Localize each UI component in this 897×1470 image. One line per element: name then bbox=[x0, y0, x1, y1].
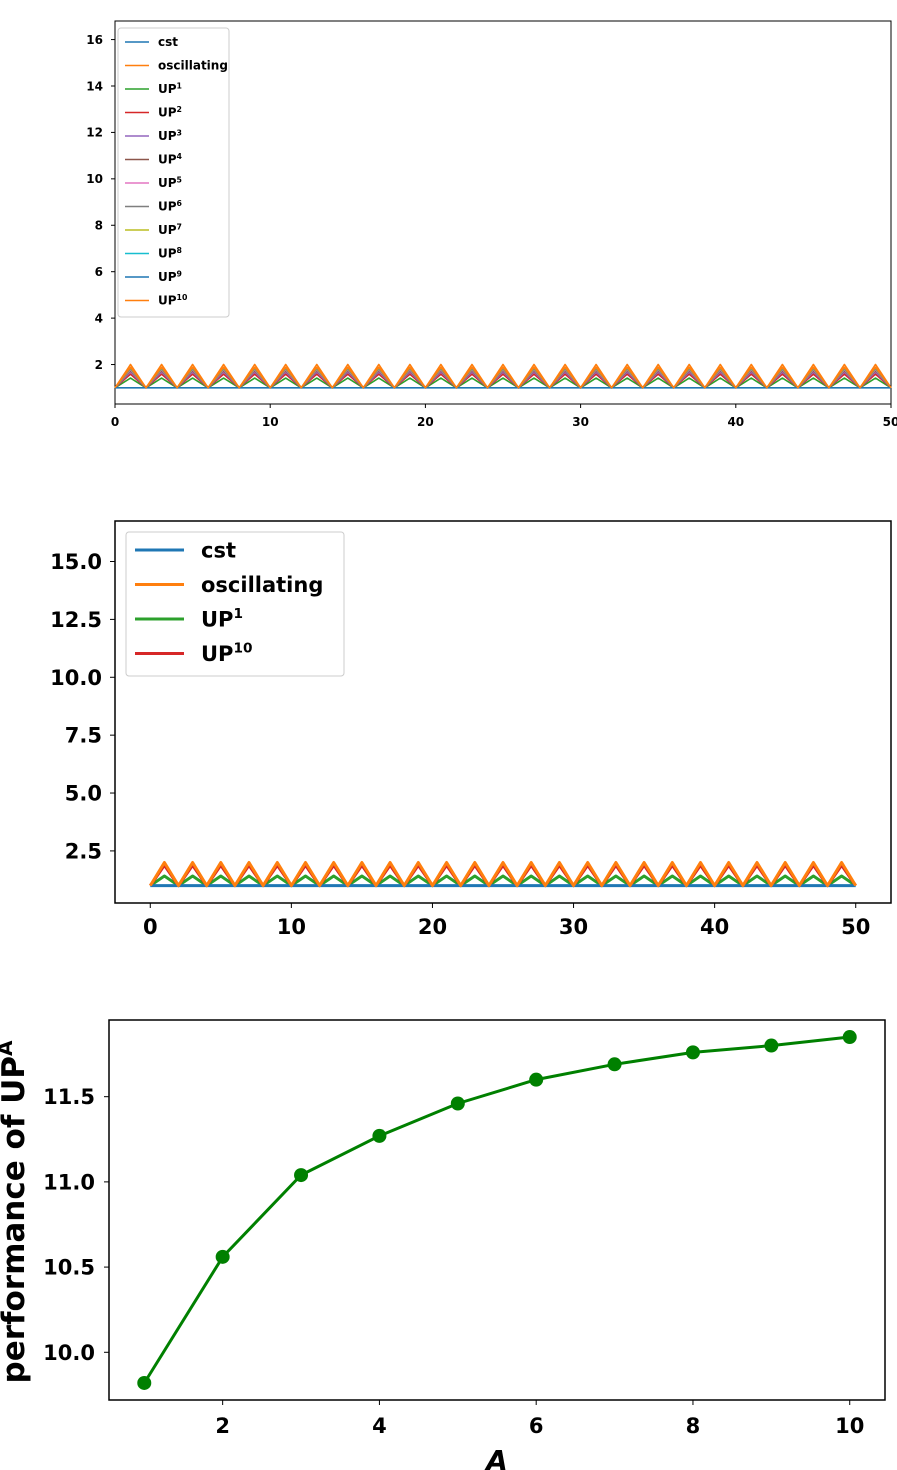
x-tick-label: 40 bbox=[727, 415, 744, 429]
x-tick-label: 6 bbox=[529, 1414, 544, 1438]
data-point bbox=[685, 1045, 700, 1060]
chart-1: 0 10 20 30 40 50 2 4 6 8 10 12 14 16 cst oscillating UP… bbox=[86, 20, 897, 429]
chart-2-frame bbox=[114, 520, 892, 904]
series-line-oscillating bbox=[114, 363, 892, 389]
y-tick-label: 7.5 bbox=[65, 724, 102, 748]
y-tick-label: 11.0 bbox=[43, 1170, 95, 1194]
legend-entry-up9: UP9 bbox=[158, 269, 182, 284]
legend-entry-up1: UP1 bbox=[158, 81, 182, 96]
chart-2: 0 10 20 30 40 50 2.5 5.0 7.5 10.0 12.5 15.0 cst osci… bbox=[50, 520, 892, 939]
chart-3: 2 4 6 8 10 10.0 10.5 11.0 11.5 performance of UP… bbox=[0, 1019, 886, 1470]
x-tick-label: 50 bbox=[841, 915, 870, 939]
x-tick-label: 30 bbox=[572, 415, 589, 429]
y-tick-label: 16 bbox=[86, 33, 103, 47]
y-tick-label: 10.0 bbox=[43, 1341, 95, 1365]
y-tick-label: 11.5 bbox=[43, 1085, 95, 1109]
data-point bbox=[215, 1249, 230, 1264]
data-point bbox=[529, 1072, 544, 1087]
y-tick-label: 5.0 bbox=[65, 782, 102, 806]
x-tick-label: 10 bbox=[835, 1414, 864, 1438]
y-tick-label: 15.0 bbox=[50, 550, 102, 574]
legend-entry-up6: UP6 bbox=[158, 199, 182, 214]
x-tick-label: 10 bbox=[262, 415, 279, 429]
chart-3-xlabel: A bbox=[484, 1444, 508, 1470]
y-tick-label: 10 bbox=[86, 172, 103, 186]
legend-box bbox=[125, 531, 345, 677]
legend-entry-up2: UP2 bbox=[158, 105, 182, 120]
x-tick-label: 50 bbox=[883, 415, 897, 429]
chart-3-ticks: 2 4 6 8 10 10.0 10.5 11.0 11.5 bbox=[43, 1085, 864, 1438]
x-tick-label: 0 bbox=[111, 415, 119, 429]
y-tick-label: 12 bbox=[86, 126, 103, 140]
legend-entry-up7: UP7 bbox=[158, 222, 182, 237]
legend-entry-up10: UP10 bbox=[158, 293, 188, 308]
performance-line bbox=[143, 1035, 850, 1384]
legend-entry-up4: UP4 bbox=[158, 152, 183, 167]
series-line-up1 bbox=[149, 874, 857, 888]
x-tick-label: 2 bbox=[215, 1414, 230, 1438]
legend-entry-cst: cst bbox=[201, 538, 236, 562]
data-point bbox=[450, 1096, 465, 1111]
legend-entry-oscillating: oscillating bbox=[201, 573, 323, 597]
y-tick-label: 10.0 bbox=[50, 666, 102, 690]
chart-3-series-group bbox=[137, 1030, 857, 1390]
x-tick-label: 4 bbox=[372, 1414, 387, 1438]
legend-entry-cst: cst bbox=[158, 35, 178, 49]
data-point bbox=[842, 1030, 857, 1045]
legend-entry-up8: UP8 bbox=[158, 246, 182, 261]
y-tick-label: 10.5 bbox=[43, 1256, 95, 1280]
x-tick-label: 40 bbox=[700, 915, 729, 939]
chart-1-frame bbox=[114, 20, 892, 405]
chart-1-series-group bbox=[114, 363, 892, 389]
legend-entry-oscillating: oscillating bbox=[158, 59, 228, 73]
x-tick-label: 20 bbox=[417, 415, 434, 429]
chart-1-ticks: 0 10 20 30 40 50 2 4 6 8 10 12 14 16 bbox=[86, 33, 897, 429]
chart-3-frame bbox=[108, 1019, 886, 1401]
legend-entry-up1: UP1 bbox=[201, 606, 243, 631]
data-point bbox=[294, 1168, 309, 1183]
legend-entry-up5: UP5 bbox=[158, 175, 182, 190]
data-point bbox=[764, 1038, 779, 1053]
chart-2-series-group bbox=[149, 861, 857, 888]
legend-box bbox=[117, 27, 230, 318]
x-tick-label: 30 bbox=[559, 915, 588, 939]
x-tick-label: 8 bbox=[686, 1414, 701, 1438]
legend-entry-up3: UP3 bbox=[158, 128, 182, 143]
chart-2-legend: cst oscillating UP1 UP10 bbox=[125, 531, 345, 677]
y-tick-label: 4 bbox=[95, 311, 103, 325]
series-line-oscillating bbox=[149, 861, 857, 888]
chart-3-ylabel: performance of UPA bbox=[0, 1040, 32, 1384]
x-tick-label: 10 bbox=[277, 915, 306, 939]
y-tick-label: 2.5 bbox=[65, 839, 102, 863]
y-tick-label: 12.5 bbox=[50, 608, 102, 632]
y-tick-label: 8 bbox=[95, 219, 103, 233]
legend-entry-up10: UP10 bbox=[201, 640, 252, 665]
chart-1-legend: cst oscillating UP1 UP2 UP3 UP4 UP5 UP6 UP7 UP8 UP… bbox=[117, 27, 230, 318]
y-tick-label: 2 bbox=[95, 358, 103, 372]
data-point bbox=[372, 1128, 387, 1143]
data-point bbox=[137, 1375, 152, 1390]
data-point bbox=[607, 1057, 622, 1072]
x-tick-label: 20 bbox=[418, 915, 447, 939]
chart-2-ticks: 0 10 20 30 40 50 2.5 5.0 7.5 10.0 12.5 15.0 bbox=[50, 550, 870, 939]
y-tick-label: 14 bbox=[86, 79, 103, 93]
x-tick-label: 0 bbox=[143, 915, 158, 939]
series-line-up1 bbox=[114, 377, 892, 389]
y-tick-label: 6 bbox=[95, 265, 103, 279]
